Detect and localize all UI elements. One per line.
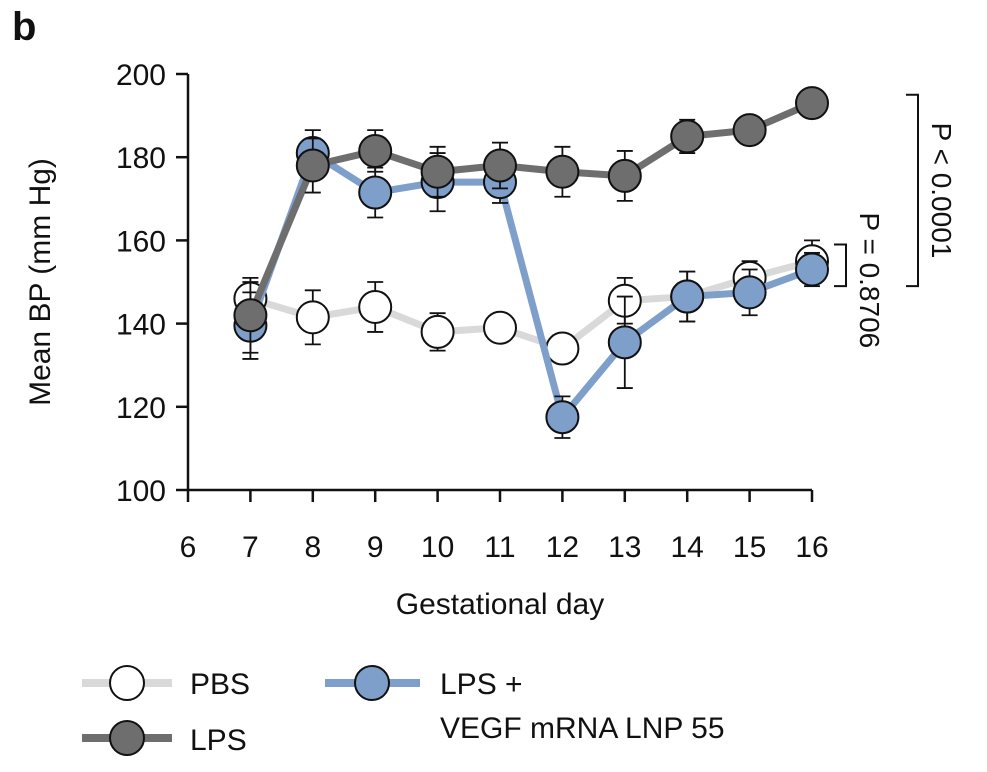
legend-vegf-label-2: VEGF mRNA LNP 55 [440,712,725,745]
data-point [545,154,580,189]
series-line [247,99,814,317]
data-point [420,314,455,349]
legend-vegf-marker [354,665,390,701]
data-point [732,113,767,148]
y-tick-label: 160 [116,225,166,258]
legend: PBS LPS LPS + VEGF mRNA LNP 55 [82,665,725,757]
bracket-outer [906,93,919,288]
data-point [545,400,580,435]
x-tick-label: 13 [608,531,641,564]
axes: 100 120 140 160 180 200 6 7 8 9 10 11 12 13 14 15 16 [116,59,829,564]
p-value-inner: P = 0.8706 [854,212,885,348]
data-point [358,289,393,324]
p-value-outer: P < 0.0001 [926,123,957,259]
data-point [670,119,705,154]
x-tick-label: 16 [795,531,828,564]
data-point [795,86,829,121]
x-tick-label: 8 [304,531,321,564]
legend-pbs-label: PBS [190,668,250,701]
y-tick-label: 120 [116,392,166,425]
y-axis-label: Mean BP (mm Hg) [24,158,57,406]
legend-lps-label: LPS [190,724,247,757]
data-point [483,310,517,345]
panel-label: b [12,5,36,49]
series-line [249,257,813,353]
data-point [233,298,268,333]
series-line [247,149,814,421]
data-point [607,325,642,360]
y-tick-label: 180 [116,142,166,175]
y-tick-label: 200 [116,59,166,92]
legend-pbs-marker [109,665,145,701]
x-tick-label: 15 [733,531,766,564]
bracket-inner [834,243,847,288]
data-point [545,331,580,366]
x-tick-label: 12 [546,531,579,564]
data-point [358,133,393,168]
data-point [295,148,330,183]
data-point [358,175,393,210]
data-point [295,300,330,335]
data-point [483,148,517,183]
x-axis-label: Gestational day [396,588,604,621]
data-point [607,158,642,193]
y-tick-label: 100 [116,475,166,508]
x-tick-label: 6 [180,531,197,564]
x-tick-label: 9 [367,531,384,564]
legend-vegf-label-1: LPS + [440,668,523,701]
series-layer [233,86,829,439]
x-ticks: 6 7 8 9 10 11 12 13 14 15 16 [180,490,829,564]
x-tick-label: 14 [671,531,704,564]
y-ticks: 100 120 140 160 180 200 [116,59,188,508]
data-point [420,154,455,189]
series-lps [233,86,829,354]
x-tick-label: 10 [421,531,454,564]
annotation-layer: P < 0.0001 P = 0.8706 [834,93,957,348]
y-tick-label: 140 [116,309,166,342]
x-tick-label: 7 [242,531,259,564]
x-tick-label: 11 [484,531,515,564]
data-point [732,275,767,310]
legend-lps-marker [109,720,145,756]
data-point [670,279,705,314]
data-point [795,252,829,287]
